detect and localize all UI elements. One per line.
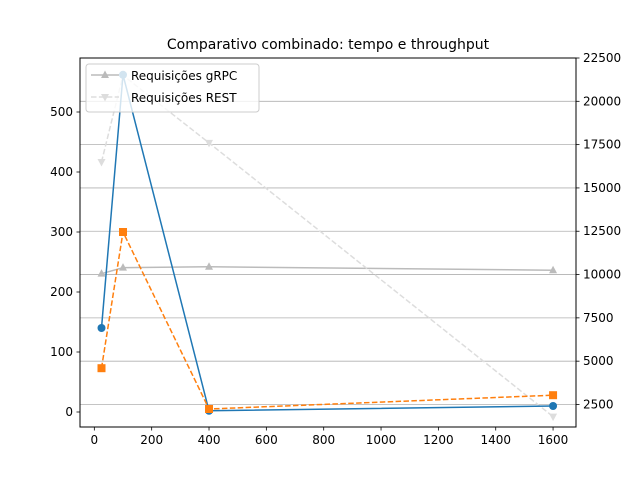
series-line-0: [100, 74, 554, 412]
y-right-tick-label: 17500: [583, 138, 621, 152]
y-right-tick-label: 22500: [583, 51, 621, 65]
y-right-tick-label: 2500: [583, 397, 614, 411]
y-right-tick-label: 15000: [583, 181, 621, 195]
x-tick-label: 400: [198, 433, 221, 447]
y-right-tick-label: 5000: [583, 354, 614, 368]
series-point-3: [549, 413, 558, 422]
x-tick-label: 1200: [423, 433, 454, 447]
x-tick-label: 1400: [480, 433, 511, 447]
y-left-tick-label: 300: [50, 225, 73, 239]
chart-title: Comparativo combinado: tempo e throughpu…: [167, 37, 490, 53]
series-point-1: [97, 364, 106, 373]
x-tick-label: 800: [312, 433, 335, 447]
series-point-2: [549, 265, 558, 274]
series-point-3: [97, 158, 106, 167]
legend-marker-1: [101, 94, 109, 102]
y-right-tick-label: 20000: [583, 94, 621, 108]
series-point-0: [97, 324, 106, 332]
plot-frame: [79, 57, 577, 428]
y-left-tick-label: 500: [50, 105, 73, 119]
x-tick-label: 1600: [538, 433, 569, 447]
y-right-tick-label: 12500: [583, 224, 621, 238]
legend-box: [85, 63, 260, 113]
axes-layer: 0 200 400 600 800 1000 1200 1400 1600 0 100 200 300 4…: [50, 51, 621, 447]
series-line-2: [101, 266, 554, 275]
series-point-0: [549, 402, 558, 410]
legend-entry-rest: Requisições REST: [131, 91, 237, 105]
series-point-2: [119, 263, 128, 271]
series-point-1: [205, 405, 214, 413]
y-right-tick-label: 10000: [583, 268, 621, 282]
series-point-2: [205, 262, 214, 270]
series-point-2: [97, 269, 106, 277]
series-point-1: [119, 228, 128, 236]
series-point-1: [549, 391, 558, 400]
y-left-tick-label: 100: [50, 345, 73, 359]
legend-marker-0: [101, 70, 109, 78]
x-tick-label: 200: [140, 433, 163, 447]
series-line-1: [100, 229, 554, 410]
series-point-3: [205, 139, 214, 148]
x-tick-label: 1000: [366, 433, 397, 447]
x-tick-label: 600: [255, 433, 278, 447]
legend: Requisições gRPC Requisições REST: [85, 63, 260, 113]
x-tick-label: 0: [91, 433, 99, 447]
legend-entry-grpc: Requisições gRPC: [131, 69, 237, 83]
y-right-tick-label: 7500: [583, 311, 614, 325]
y-left-tick-label: 0: [65, 405, 73, 419]
y-left-tick-label: 400: [50, 165, 73, 179]
y-left-tick-label: 200: [50, 285, 73, 299]
